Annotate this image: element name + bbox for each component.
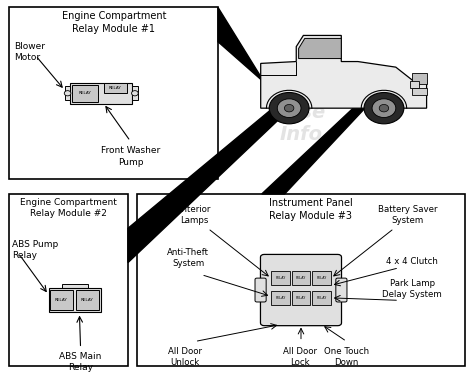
Bar [412,73,427,84]
Bar [271,271,290,285]
Bar [9,194,128,366]
Circle shape [277,99,301,117]
FancyBboxPatch shape [336,278,347,302]
Text: ABS Main
Relay: ABS Main Relay [59,352,102,372]
Circle shape [372,99,396,117]
Text: RELAY: RELAY [296,276,306,280]
Text: RELAY: RELAY [81,298,94,303]
Bar [71,83,132,103]
Polygon shape [218,7,270,88]
Text: RELAY: RELAY [79,91,91,95]
Text: RELAY: RELAY [317,296,327,300]
Text: Interior
Lamps: Interior Lamps [179,205,210,225]
Polygon shape [128,104,287,263]
Bar [271,291,290,305]
Bar [312,271,331,285]
Text: RELAY: RELAY [275,296,285,300]
Text: Engine Compartment
Relay Module #2: Engine Compartment Relay Module #2 [20,198,117,219]
Bar [312,291,331,305]
Circle shape [269,93,309,124]
Circle shape [284,104,294,112]
Text: RELAY: RELAY [296,296,306,300]
Polygon shape [262,108,365,194]
Text: Engine Compartment
Relay Module #1: Engine Compartment Relay Module #1 [62,11,166,34]
Text: RELAY: RELAY [317,276,327,280]
Bar [132,86,138,100]
Text: ABS Pump
Relay: ABS Pump Relay [12,240,58,260]
Text: Park Lamp
Delay System: Park Lamp Delay System [383,279,442,299]
Text: RELAY: RELAY [55,298,68,303]
Bar [412,88,427,95]
Bar [73,85,98,102]
Bar [50,291,73,310]
Polygon shape [299,38,341,59]
Text: RELAY: RELAY [275,276,285,280]
Polygon shape [261,35,427,108]
Bar [9,7,218,179]
Bar [76,291,99,310]
Text: All Door
Lock: All Door Lock [283,347,317,367]
Text: Front Washer
Pump: Front Washer Pump [101,147,160,166]
Text: RELAY: RELAY [109,86,122,90]
Bar [137,194,465,366]
Text: Battery Saver
System: Battery Saver System [377,205,437,225]
Bar [292,291,310,305]
Bar [104,83,127,93]
Bar [410,81,419,88]
Bar [292,271,310,285]
Bar [48,288,100,313]
FancyBboxPatch shape [255,278,266,302]
Circle shape [379,104,389,112]
Text: One Touch
Down: One Touch Down [324,347,369,367]
Bar [62,284,88,288]
FancyBboxPatch shape [261,254,341,326]
Text: Instrument Panel
Relay Module #3: Instrument Panel Relay Module #3 [269,198,353,221]
Circle shape [132,91,138,96]
Text: 4 x 4 Clutch: 4 x 4 Clutch [386,257,438,266]
Bar [65,86,71,100]
Text: Blower
Motor: Blower Motor [14,42,45,62]
Circle shape [364,93,404,124]
Text: All Door
Unlock: All Door Unlock [168,347,202,367]
Circle shape [64,91,71,96]
Text: Anti-Theft
System: Anti-Theft System [167,248,209,268]
Text: Fuse
Info: Fuse Info [276,103,326,144]
